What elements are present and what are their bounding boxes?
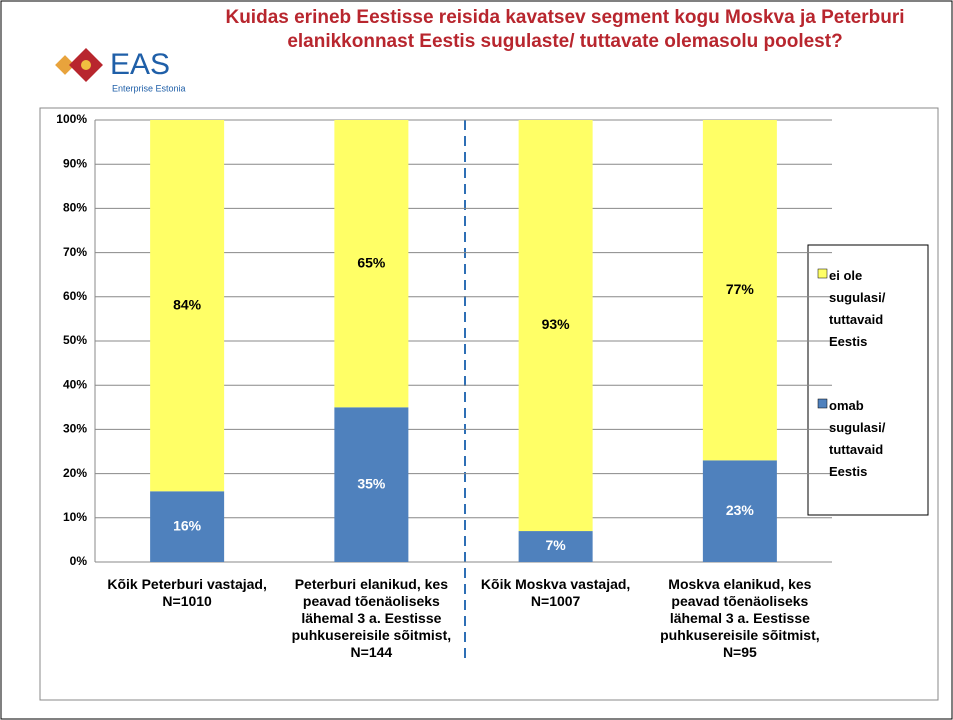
chart-title: Kuidas erineb Eestisse reisida kavatsev … <box>200 6 930 54</box>
y-tick-label: 40% <box>63 377 87 391</box>
x-tick-label: Moskva elanikud, kes peavad tõenäoliseks… <box>652 576 828 661</box>
legend-swatch <box>818 269 827 278</box>
data-label: 35% <box>357 475 386 491</box>
x-tick-label: Kõik Moskva vastajad, N=1007 <box>468 576 644 610</box>
y-tick-label: 30% <box>63 422 87 436</box>
data-label: 84% <box>173 296 202 312</box>
logo-text: EAS <box>110 48 170 81</box>
data-label: 77% <box>726 281 755 297</box>
y-tick-label: 60% <box>63 289 87 303</box>
data-label: 65% <box>357 254 386 270</box>
y-tick-label: 70% <box>63 245 87 259</box>
y-tick-label: 20% <box>63 466 87 480</box>
y-tick-label: 50% <box>63 333 87 347</box>
data-label: 23% <box>726 502 755 518</box>
logo-subtitle: Enterprise Estonia <box>112 83 186 93</box>
y-tick-label: 80% <box>63 201 87 215</box>
data-label: 16% <box>173 517 202 533</box>
y-tick-label: 0% <box>70 554 88 568</box>
data-label: 93% <box>542 316 571 332</box>
legend-label: ei ole sugulasi/ tuttavaid Eestis <box>829 265 919 353</box>
y-tick-label: 10% <box>63 510 87 524</box>
logo-mark <box>55 48 103 82</box>
y-tick-label: 100% <box>56 112 87 126</box>
y-tick-label: 90% <box>63 156 87 170</box>
legend-swatch <box>818 399 827 408</box>
data-label: 7% <box>546 537 567 553</box>
x-tick-label: Kõik Peterburi vastajad, N=1010 <box>99 576 275 610</box>
slide: EAS Enterprise Estonia 0% 10% 20% 30% 40% 50%… <box>0 0 953 720</box>
x-tick-label: Peterburi elanikud, kes peavad tõenäolis… <box>283 576 459 661</box>
legend-label: omab sugulasi/ tuttavaid Eestis <box>829 395 919 483</box>
